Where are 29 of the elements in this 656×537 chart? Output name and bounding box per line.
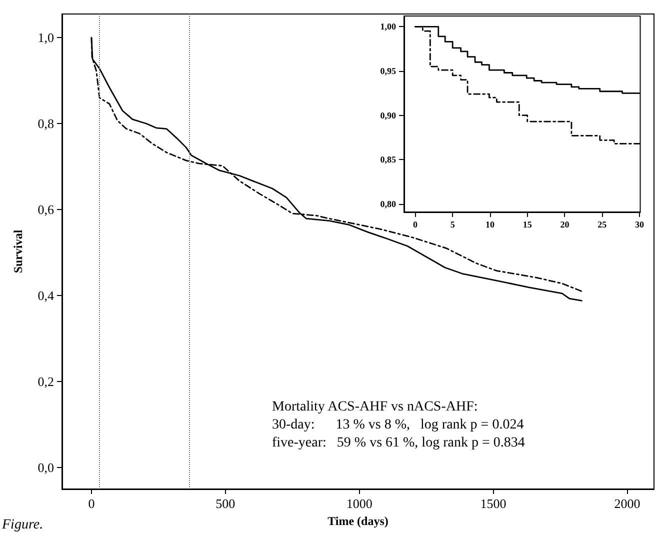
y-tick-label: 0,8 [38,116,54,132]
x-tick-label: 2000 [614,496,640,511]
x-axis-title: Time (days) [328,514,388,528]
y-tick-label: 0,4 [38,288,54,304]
y-tick-label: 0,0 [38,460,54,476]
y-tick-label: 0,6 [38,202,54,218]
x-tick-label: 20 [560,220,570,230]
y-axis-title: Survival [11,229,25,274]
y-tick-label: 0,90 [380,110,396,120]
x-tick-label: 15 [522,220,532,230]
y-tick-label: 0,2 [38,374,54,390]
y-tick-label: 1,00 [380,22,396,32]
y-tick-label: 0,85 [380,154,396,165]
annotation: five-year: 59 % vs 61 %, log rank p = 0.834 [272,436,525,450]
y-tick-label: 0,95 [380,66,396,76]
x-tick-label: 1000 [346,496,372,511]
x-tick-label: 25 [598,220,608,230]
y-tick-label: 1,0 [38,30,54,46]
x-tick-label: 5 [450,220,456,230]
x-tick-label: 10 [485,220,495,230]
x-tick-label: 0 [412,220,418,230]
text: Figure. [1,518,44,532]
x-tick-label: 500 [216,496,236,511]
y-tick-label: 0,80 [380,199,396,210]
annotation: Mortality ACS-AHF vs nACS-AHF: [272,400,478,414]
x-tick-label: 30 [635,220,644,230]
x-tick-label: 1500 [480,496,506,511]
annotation: 30-day: 13 % vs 8 %, log rank p = 0.024 [272,418,524,432]
x-tick-label: 0 [88,496,95,511]
